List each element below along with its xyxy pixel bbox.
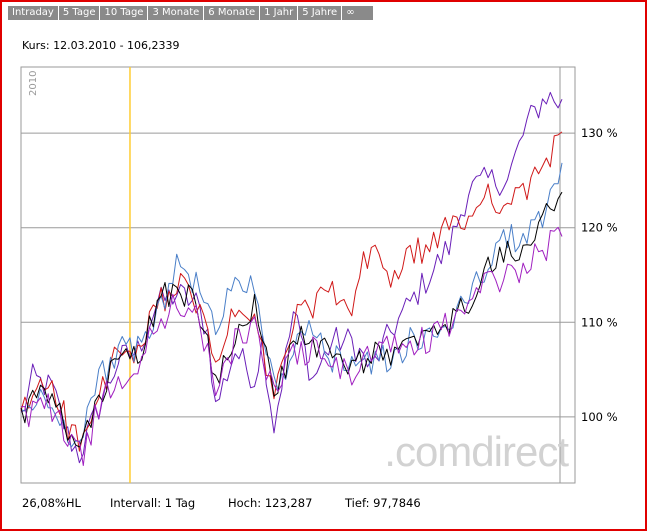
tab-infinity[interactable]: ∞ <box>342 6 373 20</box>
tab-6-monate[interactable]: 6 Monate <box>204 6 261 20</box>
tab-10-tage[interactable]: 10 Tage <box>100 6 149 20</box>
tab-1-jahr[interactable]: 1 Jahr <box>260 6 299 20</box>
price-readout: Kurs: 12.03.2010 - 106,2339 <box>22 39 180 52</box>
plot-border <box>20 66 576 484</box>
period-tabs: Intraday 5 Tage 10 Tage 3 Monate 6 Monat… <box>8 6 373 20</box>
range-percent: 26,08%HL <box>22 496 81 510</box>
interval-label: Intervall: 1 Tag <box>110 496 196 510</box>
tab-5-jahre[interactable]: 5 Jahre <box>298 6 343 20</box>
tab-5-tage[interactable]: 5 Tage <box>58 6 101 20</box>
y-tick-label-120: 120 % <box>581 221 618 235</box>
series-line-3 <box>20 162 563 448</box>
series-line-5 <box>21 226 563 466</box>
tab-intraday[interactable]: Intraday <box>8 6 59 20</box>
gridlines <box>21 67 575 483</box>
comdirect-watermark: .comdirect <box>384 428 569 475</box>
tab-3-monate[interactable]: 3 Monate <box>148 6 205 20</box>
series-line-4 <box>20 191 563 448</box>
y-tick-label-130: 130 % <box>581 126 618 140</box>
y-tick-label-100: 100 % <box>581 410 618 424</box>
series-line-1 <box>20 91 563 464</box>
year-label: 2010 <box>28 71 39 96</box>
y-tick-labels: 100 % 110 % 120 % 130 % <box>581 126 618 424</box>
high-value: Hoch: 123,287 <box>228 496 313 510</box>
series-lines <box>20 91 563 466</box>
y-tick-label-110: 110 % <box>581 315 618 329</box>
low-value: Tief: 97,7846 <box>345 496 421 510</box>
